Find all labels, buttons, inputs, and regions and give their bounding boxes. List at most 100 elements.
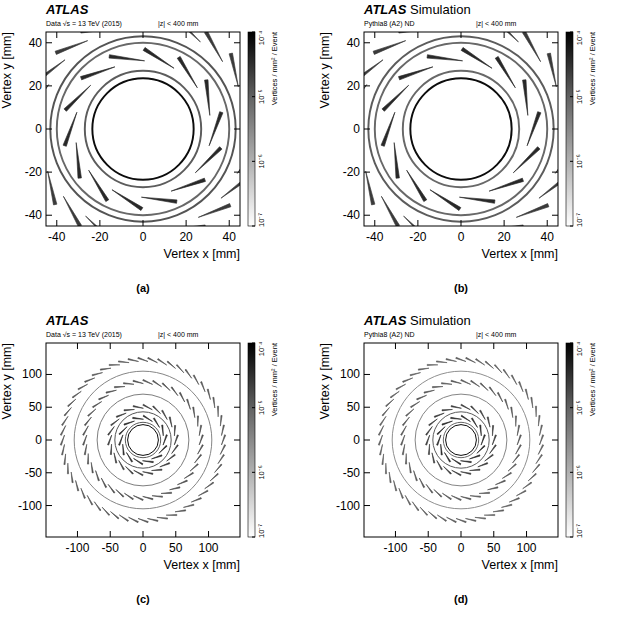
stave [153, 380, 162, 387]
stave [393, 480, 397, 491]
x-tick [143, 531, 144, 537]
x-tick [208, 531, 209, 537]
y-axis-title: Vertex y [mm] [318, 32, 332, 108]
stave [175, 510, 186, 513]
colorbar-tick [570, 537, 573, 538]
stave [487, 487, 498, 491]
subtitle: Data √s = 13 TeV (2015) [46, 20, 122, 28]
stave [434, 413, 444, 418]
y-tick [364, 440, 370, 441]
stave [437, 435, 442, 446]
colorbar-title: Vertices / mm² / Event [588, 31, 597, 105]
stave [501, 504, 512, 508]
plot-background [364, 32, 558, 226]
stave [508, 464, 517, 472]
x-tick [77, 531, 78, 537]
ring [392, 371, 530, 509]
stave [446, 359, 457, 363]
stave [113, 453, 116, 463]
stave [522, 482, 531, 489]
stave [184, 472, 194, 479]
stave [64, 454, 66, 465]
stave [364, 84, 368, 114]
colorbar-tick [252, 472, 255, 473]
x-tick [547, 32, 548, 38]
stave [437, 514, 447, 521]
stave [386, 399, 395, 407]
x-tick [493, 343, 494, 349]
stave [220, 176, 240, 199]
stave [497, 392, 503, 402]
colorbar [566, 343, 573, 537]
y-tick [552, 505, 558, 506]
stave [380, 195, 400, 226]
y-tick-label: 0 [35, 122, 42, 136]
stave [199, 435, 204, 445]
stave [169, 417, 172, 427]
x-tick [395, 343, 396, 349]
stave [229, 53, 240, 87]
colorbar-tick [570, 226, 573, 227]
colorbar-tick [252, 161, 255, 162]
stave [470, 469, 480, 471]
stave [110, 511, 119, 519]
y-tick [234, 42, 240, 43]
ring [74, 371, 212, 509]
x-tick [417, 220, 418, 226]
stave [511, 407, 514, 418]
stave [525, 112, 540, 147]
x-tick-label: 0 [140, 230, 147, 244]
stave [114, 386, 125, 388]
x-tick-label: 50 [487, 541, 501, 555]
stave [88, 408, 97, 416]
y-tick [364, 472, 370, 473]
stave [80, 488, 85, 498]
y-tick-label: 40 [347, 36, 361, 50]
stave [108, 426, 115, 435]
y-tick-label: -100 [336, 499, 360, 513]
stave [489, 387, 496, 396]
stave [495, 56, 517, 88]
stave [60, 435, 65, 445]
y-tick [234, 472, 240, 473]
stave [143, 379, 153, 385]
stave [412, 501, 419, 510]
stave [380, 444, 384, 455]
stave [123, 383, 134, 385]
stave [428, 444, 430, 454]
stave [428, 511, 437, 519]
title: ATLAS Simulation [363, 2, 471, 17]
stave [409, 462, 412, 473]
stave [84, 444, 87, 455]
stave [382, 84, 410, 111]
x-tick [461, 32, 462, 38]
stave [133, 458, 143, 465]
x-tick-label: -40 [366, 230, 384, 244]
stave [236, 145, 240, 175]
x-tick [374, 220, 375, 226]
y-tick [234, 440, 240, 441]
stave [119, 426, 128, 434]
x-tick [461, 220, 462, 226]
stave [493, 510, 504, 513]
stave [505, 399, 509, 409]
colorbar-tick-label: 10⁻⁶ [257, 465, 266, 479]
plot-background [364, 343, 558, 537]
stave [194, 454, 202, 463]
stave [440, 444, 442, 455]
colorbar [248, 343, 255, 537]
stave [84, 417, 92, 426]
title-part: ATLAS [45, 2, 89, 17]
stave [204, 32, 224, 63]
x-axis-title: Vertex x [mm] [164, 558, 240, 572]
y-tick [552, 440, 558, 441]
stave [162, 425, 164, 436]
stave [62, 416, 69, 426]
y-tick [234, 505, 240, 506]
stave [459, 195, 495, 203]
x-tick-label: -100 [65, 541, 89, 555]
y-tick [234, 215, 240, 216]
stave [100, 368, 111, 371]
ring [443, 422, 478, 457]
colorbar-tick-label: 10⁻⁴ [257, 342, 266, 357]
